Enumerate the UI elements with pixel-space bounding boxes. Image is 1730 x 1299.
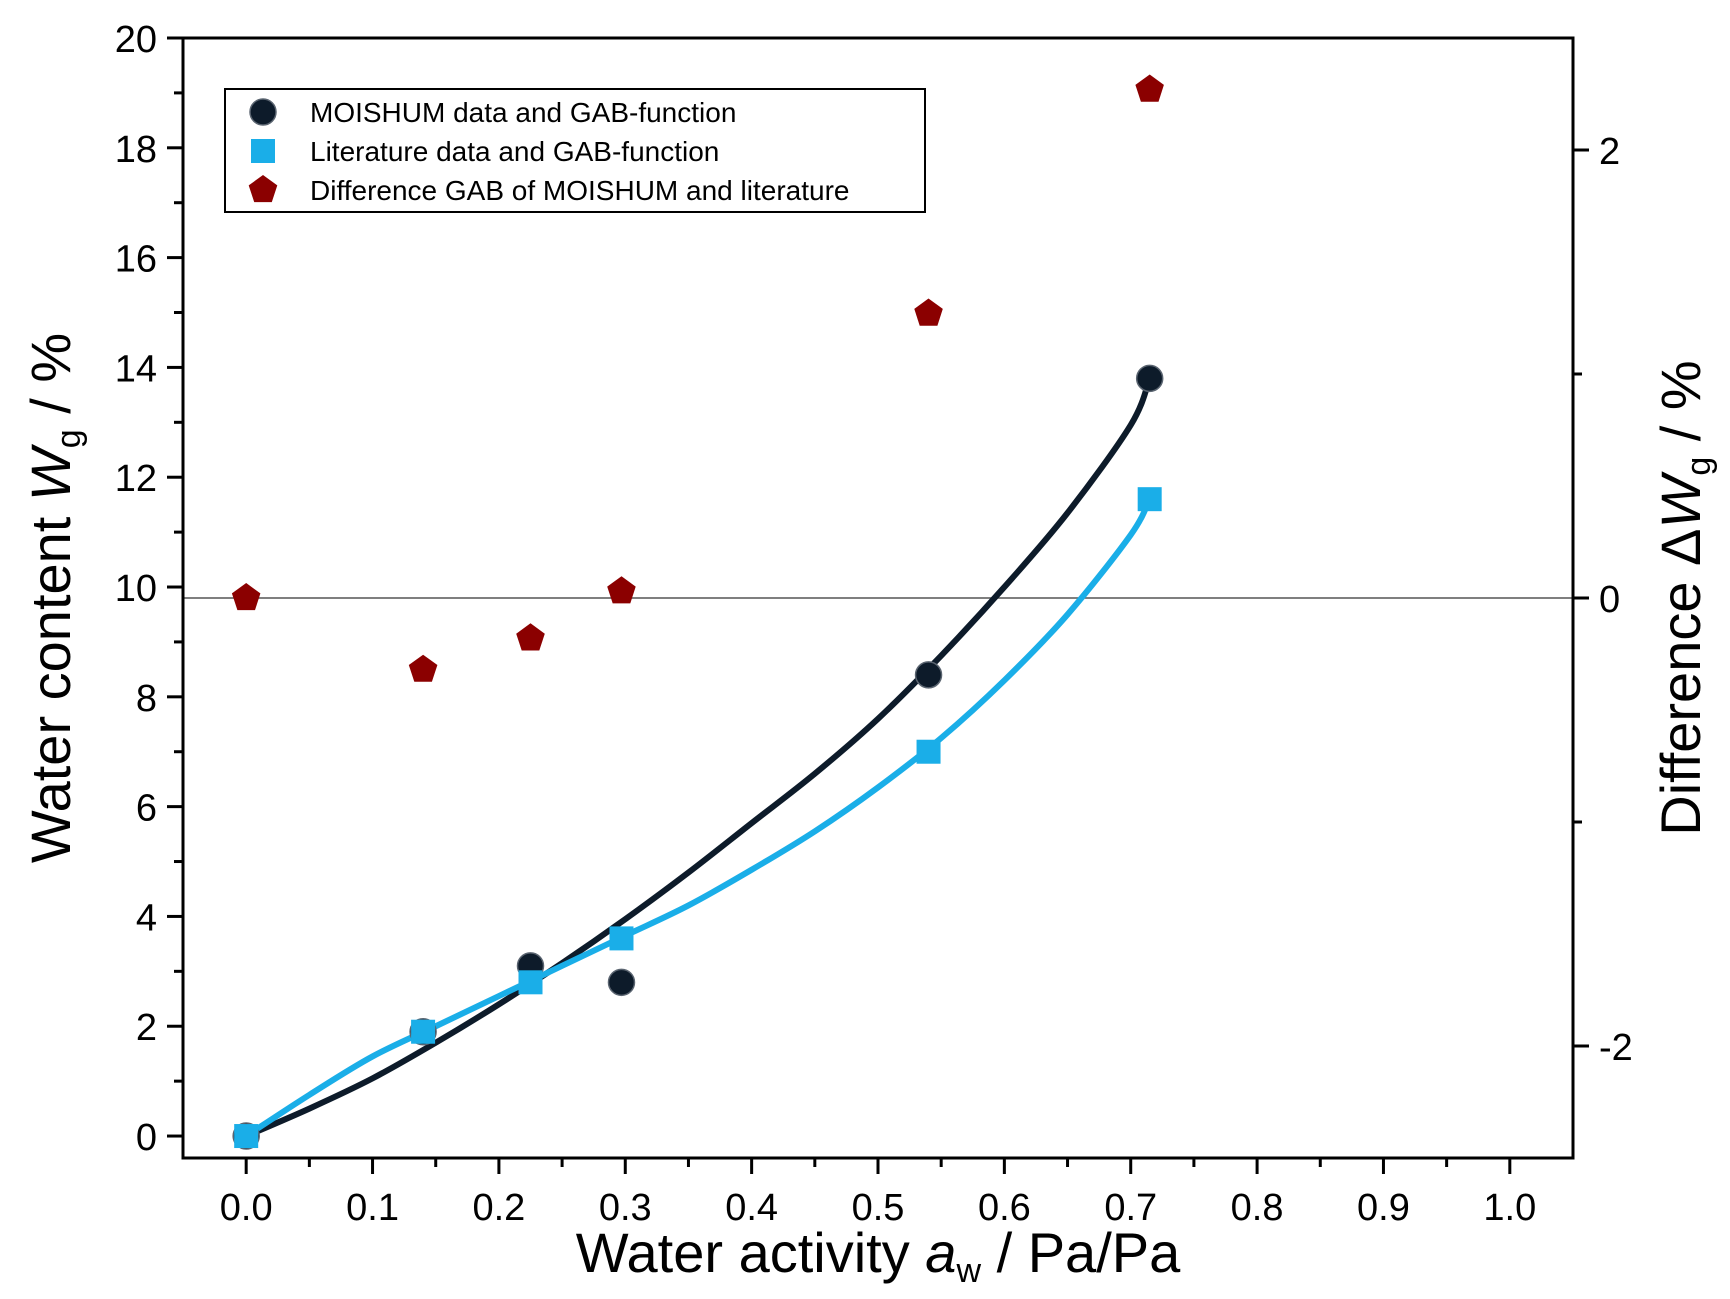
data-point-pentagon: [607, 576, 636, 604]
data-point-circle: [914, 661, 943, 689]
x-tick-label: 0.1: [346, 1187, 399, 1229]
x-tick-label: 0.6: [978, 1187, 1031, 1229]
y-left-tick-label: 20: [115, 19, 157, 61]
y-left-tick-label: 4: [136, 897, 157, 939]
y-left-tick-label: 6: [136, 788, 157, 830]
x-tick-label: 0.2: [472, 1187, 525, 1229]
x-tick-label: 1.0: [1483, 1187, 1536, 1229]
y-left-tick-label: 16: [115, 239, 157, 281]
y-left-tick-label: 2: [136, 1007, 157, 1049]
legend-label-literature: Literature data and GAB-function: [310, 136, 719, 167]
y-axis-right-title: Difference ΔWg / %: [1649, 360, 1718, 835]
y-left-tick-label: 18: [115, 129, 157, 171]
fit-curves: [243, 375, 1153, 1140]
y-left-tick-label: 10: [115, 568, 157, 610]
fit-curve-0: [243, 375, 1153, 1140]
x-axis-title: Water activity aw / Pa/Pa: [576, 1221, 1181, 1290]
legend-marker-circle: [249, 98, 277, 126]
y-left-tick-label: 8: [136, 678, 157, 720]
legend-markers: [248, 98, 278, 203]
data-point-pentagon: [408, 654, 438, 682]
x-tick-label: 0.3: [599, 1187, 652, 1229]
y-right-tick-label: 0: [1599, 579, 1620, 621]
fit-curve-1: [243, 496, 1153, 1140]
data-point-square: [234, 1124, 259, 1149]
data-point-square: [609, 926, 634, 951]
legend-marker-square: [251, 139, 275, 163]
x-tick-label: 0.4: [725, 1187, 778, 1229]
data-markers: [231, 74, 1164, 1150]
legend-label-moishum: MOISHUM data and GAB-function: [310, 97, 736, 128]
data-point-circle: [1135, 364, 1164, 393]
axis-ticks: 0.0 0.1 0.2 0.3 0.4 0.5 0.6 0.7 0.8 0.9 1.0 0 2 4 6 8 10…: [115, 19, 1633, 1229]
data-point-square: [916, 739, 941, 764]
data-point-pentagon: [914, 298, 943, 326]
data-point-square: [518, 970, 543, 995]
data-point-square: [411, 1019, 436, 1044]
x-tick-label: 0.7: [1104, 1187, 1157, 1229]
x-tick-label: 0.8: [1231, 1187, 1284, 1229]
legend-label-difference: Difference GAB of MOISHUM and literature: [310, 175, 849, 206]
data-point-pentagon: [516, 623, 545, 651]
y-right-tick-label: -2: [1599, 1027, 1633, 1069]
x-tick-label: 0.5: [852, 1187, 905, 1229]
y-right-tick-label: 2: [1599, 131, 1620, 173]
x-tick-label: 0.0: [220, 1187, 273, 1229]
y-left-tick-label: 12: [115, 458, 157, 500]
y-left-tick-label: 0: [136, 1117, 157, 1159]
legend-marker-pentagon: [248, 175, 278, 203]
x-tick-label: 0.9: [1357, 1187, 1410, 1229]
legend: MOISHUM data and GAB-function Literature…: [224, 88, 926, 213]
data-point-square: [1137, 487, 1162, 512]
data-point-pentagon: [231, 583, 261, 611]
y-axis-left-title: Water content Wg / %: [19, 333, 88, 863]
data-point-circle: [607, 968, 636, 997]
y-left-tick-label: 14: [115, 348, 157, 390]
data-point-pentagon: [1135, 74, 1164, 102]
legend-box: [224, 88, 926, 213]
